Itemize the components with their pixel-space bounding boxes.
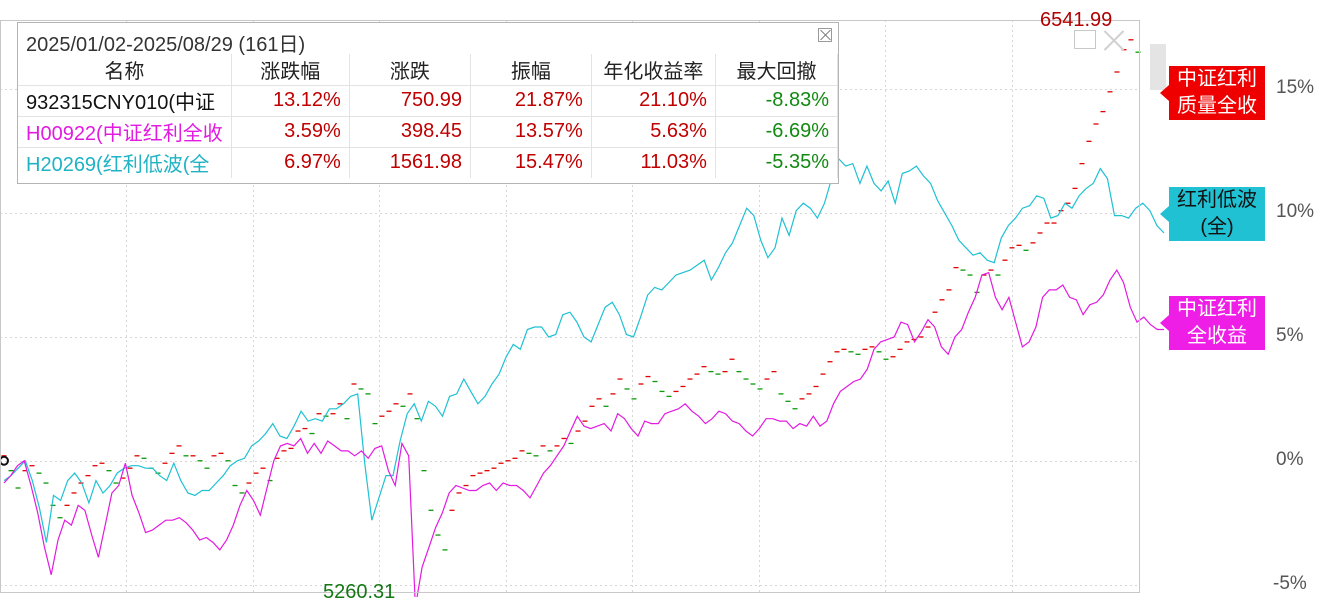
stats-table: 名称 涨跌幅 涨跌 振幅 年化收益率 最大回撤 932315CNY010(中证 … xyxy=(18,54,839,178)
row-name: H00922(中证红利全收 xyxy=(18,115,232,147)
y-tick-label: 0% xyxy=(1276,448,1304,470)
row-amplitude: 21.87% xyxy=(470,84,592,116)
plot-border xyxy=(0,20,1140,593)
row-name: H20269(红利低波(全 xyxy=(18,146,232,178)
row-max-drawdown: -6.69% xyxy=(715,115,839,147)
info-panel-close-icon[interactable] xyxy=(818,28,832,42)
legend-tag-quality[interactable]: 中证红利 质量全收 xyxy=(1160,66,1265,120)
table-row[interactable]: 932315CNY010(中证 13.12% 750.99 21.87% 21.… xyxy=(18,84,839,116)
row-pct-change: 3.59% xyxy=(231,115,350,147)
row-change: 1561.98 xyxy=(349,146,472,178)
info-panel: 2025/01/02-2025/08/29 (161日) 名称 涨跌幅 涨跌 振… xyxy=(17,22,839,184)
row-change: 398.45 xyxy=(349,115,472,147)
close-icon[interactable] xyxy=(1103,29,1125,51)
y-tick-label: 5% xyxy=(1276,324,1304,346)
row-max-drawdown: -5.35% xyxy=(715,146,839,178)
legend-tag-line2: (全) xyxy=(1200,216,1234,238)
info-panel-title: 2025/01/02-2025/08/29 (161日) xyxy=(26,34,306,56)
legend-tag-line1: 中证红利 xyxy=(1177,68,1257,90)
y-tick-label: -5% xyxy=(1273,572,1307,594)
header-name[interactable]: 名称 xyxy=(18,54,232,85)
header-pct-change[interactable]: 涨跌幅 xyxy=(231,54,350,85)
legend-tag-line2: 质量全收 xyxy=(1177,95,1257,117)
table-row[interactable]: H20269(红利低波(全 6.97% 1561.98 15.47% 11.03… xyxy=(18,146,839,178)
header-annual-return[interactable]: 年化收益率 xyxy=(591,54,716,85)
series-line-dividend xyxy=(3,268,1164,597)
header-change[interactable]: 涨跌 xyxy=(349,54,472,85)
row-pct-change: 6.97% xyxy=(231,146,350,178)
start-marker xyxy=(0,455,9,466)
row-max-drawdown: -8.83% xyxy=(715,84,839,116)
legend-tag-line2: 全收益 xyxy=(1187,325,1247,347)
table-header-row: 名称 涨跌幅 涨跌 振幅 年化收益率 最大回撤 xyxy=(18,54,839,85)
legend-tag-low-vol[interactable]: 红利低波 (全) xyxy=(1160,187,1265,241)
high-value-label: 6541.99 xyxy=(1040,9,1113,31)
legend-tag-dividend[interactable]: 中证红利 全收益 xyxy=(1160,296,1265,350)
header-amplitude[interactable]: 振幅 xyxy=(470,54,592,85)
y-tick-label: 10% xyxy=(1276,201,1315,223)
low-value-label: 5260.31 xyxy=(323,581,396,603)
legend-tag-line1: 中证红利 xyxy=(1177,298,1257,320)
y-tick-label: 15% xyxy=(1276,77,1315,99)
series-layer xyxy=(0,39,1165,597)
row-amplitude: 13.57% xyxy=(470,115,592,147)
table-row[interactable]: H00922(中证红利全收 3.59% 398.45 13.57% 5.63% … xyxy=(18,115,839,147)
series-line-low-vol xyxy=(3,157,1165,543)
row-amplitude: 15.47% xyxy=(470,146,592,178)
legend-tag-line1: 红利低波 xyxy=(1177,189,1257,211)
maximize-icon[interactable] xyxy=(1074,30,1096,49)
row-annual-return: 11.03% xyxy=(591,146,716,178)
row-annual-return: 21.10% xyxy=(591,84,716,116)
scroll-indicator[interactable] xyxy=(1150,44,1166,90)
row-pct-change: 13.12% xyxy=(231,84,350,116)
row-name: 932315CNY010(中证 xyxy=(18,84,232,116)
row-change: 750.99 xyxy=(349,84,472,116)
row-annual-return: 5.63% xyxy=(591,115,716,147)
header-max-drawdown[interactable]: 最大回撤 xyxy=(715,54,839,85)
